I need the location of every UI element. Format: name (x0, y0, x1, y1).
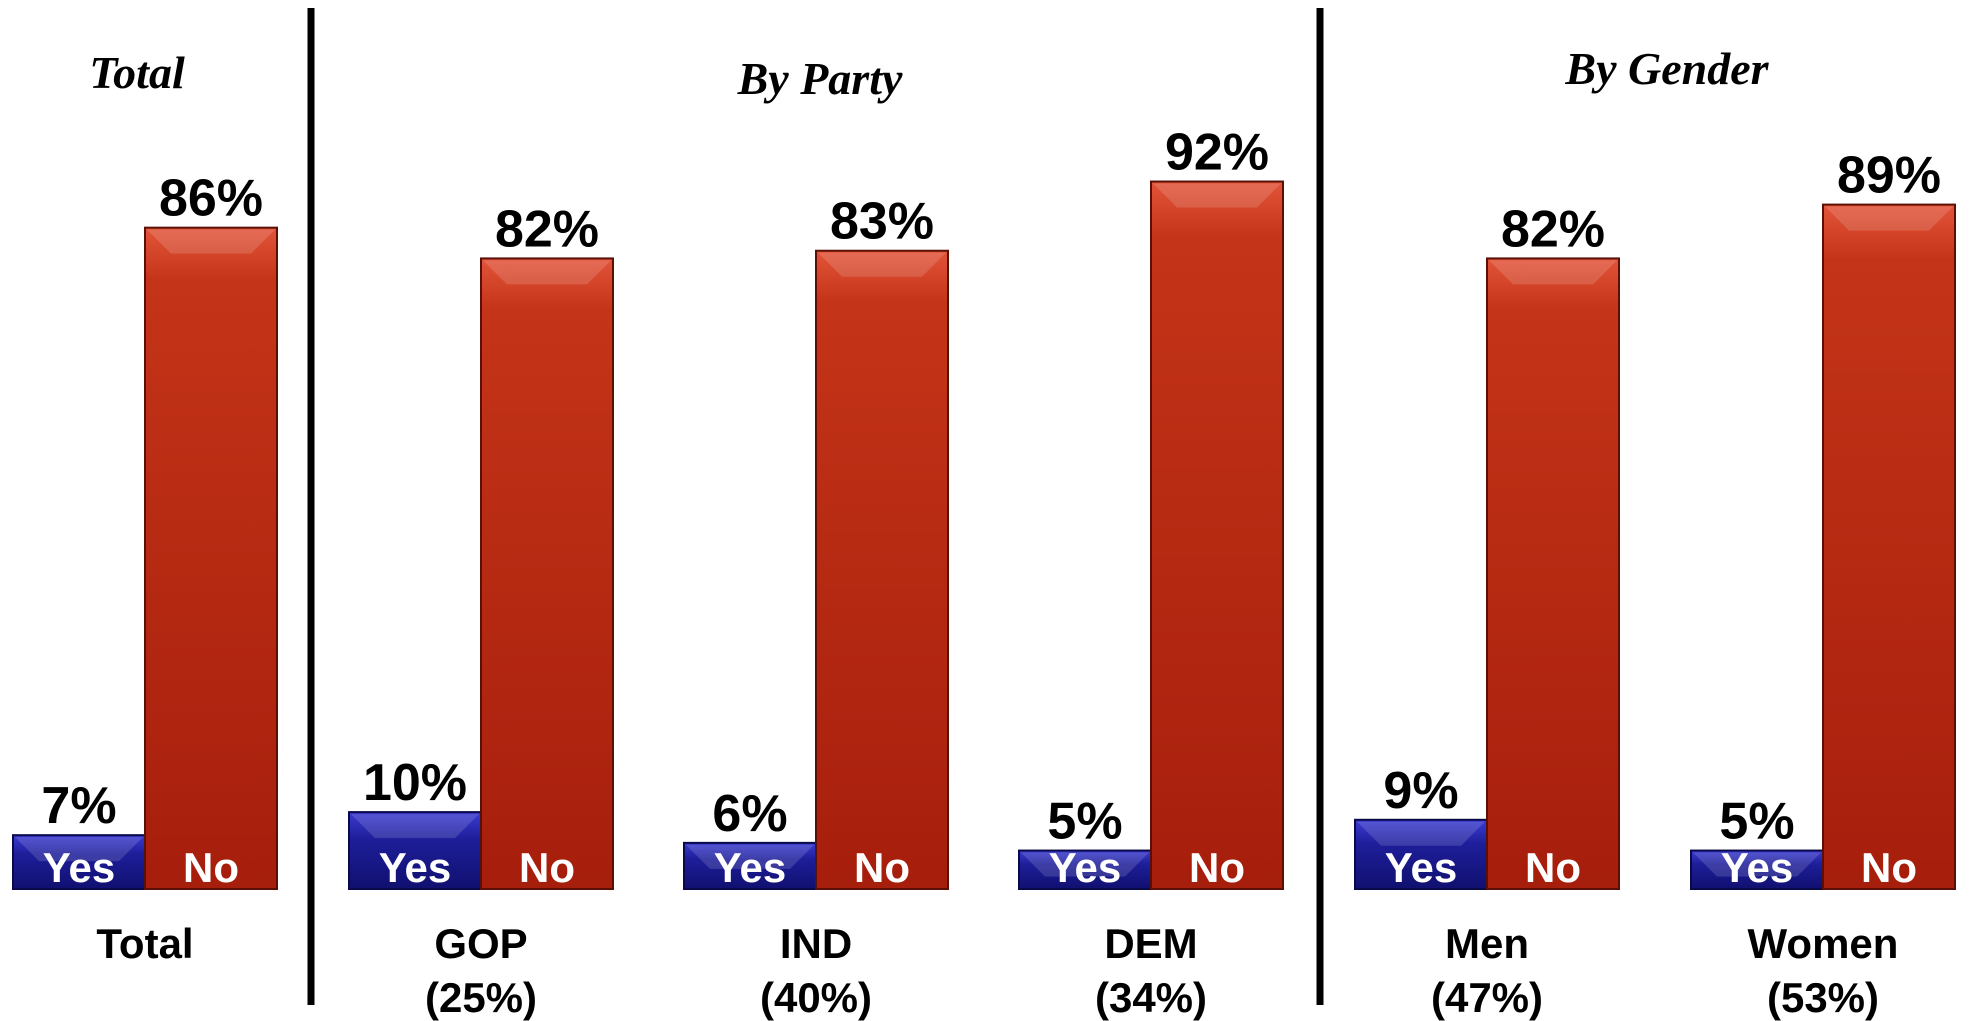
category-share-men: (47%) (1431, 974, 1543, 1021)
section-dividers (307, 8, 1324, 1005)
bar-bevel-yes-ind (686, 844, 814, 869)
bar-label-yes-gop: Yes (379, 844, 451, 891)
bar-no-ind (815, 249, 949, 891)
value-label-no-women: 89% (1837, 147, 1941, 205)
bar-label-no-women: No (1861, 844, 1917, 891)
category-share-ind: (40%) (760, 974, 872, 1021)
bar-bevel-no-women (1825, 206, 1953, 231)
bar-bevel-yes-women (1693, 852, 1821, 877)
category-label-total: Total (96, 920, 193, 967)
bar-label-no-men: No (1525, 844, 1581, 891)
value-label-no-dem: 92% (1165, 124, 1269, 182)
value-label-yes-women: 5% (1719, 793, 1794, 851)
bar-no-women (1822, 203, 1956, 890)
category-share-gop: (25%) (425, 974, 537, 1021)
bar-yes-women (1690, 849, 1824, 890)
value-label-yes-men: 9% (1383, 762, 1458, 820)
bar-yes-gop (348, 811, 482, 890)
bars (12, 180, 1956, 891)
bar-bevel-no-ind (818, 252, 946, 277)
bar-label-yes-dem: Yes (1049, 844, 1121, 891)
bar-no-men (1486, 257, 1620, 891)
category-share-women: (53%) (1767, 974, 1879, 1021)
value-label-yes-gop: 10% (363, 754, 467, 812)
category-label-men: Men (1445, 920, 1529, 967)
bar-label-no-dem: No (1189, 844, 1245, 891)
bar-label-yes-women: Yes (1721, 844, 1793, 891)
value-label-yes-total: 7% (41, 777, 116, 835)
bar-label-yes-total: Yes (43, 844, 115, 891)
bar-yes-ind (683, 841, 817, 890)
bar-bevel-no-men (1489, 260, 1617, 285)
bar-no-dem (1150, 180, 1284, 890)
bar-yes-men (1354, 818, 1488, 890)
labels: 7%Yes86%NoTotal10%Yes82%NoGOP(25%)6%Yes8… (41, 124, 1941, 1021)
bar-label-yes-men: Yes (1385, 844, 1457, 891)
bar-no-total (144, 226, 278, 891)
value-label-no-total: 86% (159, 170, 263, 228)
section-title-gender: By Gender (1564, 43, 1769, 94)
bar-label-yes-ind: Yes (714, 844, 786, 891)
bar-label-no-ind: No (854, 844, 910, 891)
bar-bevel-yes-gop (351, 814, 479, 839)
section-title-total: Total (89, 47, 185, 98)
category-share-dem: (34%) (1095, 974, 1207, 1021)
section-titles: Total By Party By Gender (89, 43, 1769, 104)
value-label-no-men: 82% (1501, 200, 1605, 258)
bar-label-no-total: No (183, 844, 239, 891)
category-label-ind: IND (780, 920, 852, 967)
bar-bevel-yes-total (15, 837, 143, 862)
bar-bevel-yes-dem (1021, 852, 1149, 877)
bar-bevel-no-dem (1153, 183, 1281, 208)
bar-no-gop (480, 257, 614, 891)
category-label-dem: DEM (1104, 920, 1197, 967)
value-label-no-gop: 82% (495, 200, 599, 258)
bar-bevel-no-gop (483, 260, 611, 285)
bar-label-no-gop: No (519, 844, 575, 891)
bar-bevel-yes-men (1357, 821, 1485, 846)
bar-bevel-no-total (147, 229, 275, 254)
value-label-yes-dem: 5% (1047, 793, 1122, 851)
value-label-yes-ind: 6% (712, 785, 787, 843)
section-title-party: By Party (737, 53, 903, 104)
category-label-gop: GOP (434, 920, 527, 967)
bar-yes-dem (1018, 849, 1152, 890)
value-label-no-ind: 83% (830, 193, 934, 251)
category-label-women: Women (1748, 920, 1899, 967)
